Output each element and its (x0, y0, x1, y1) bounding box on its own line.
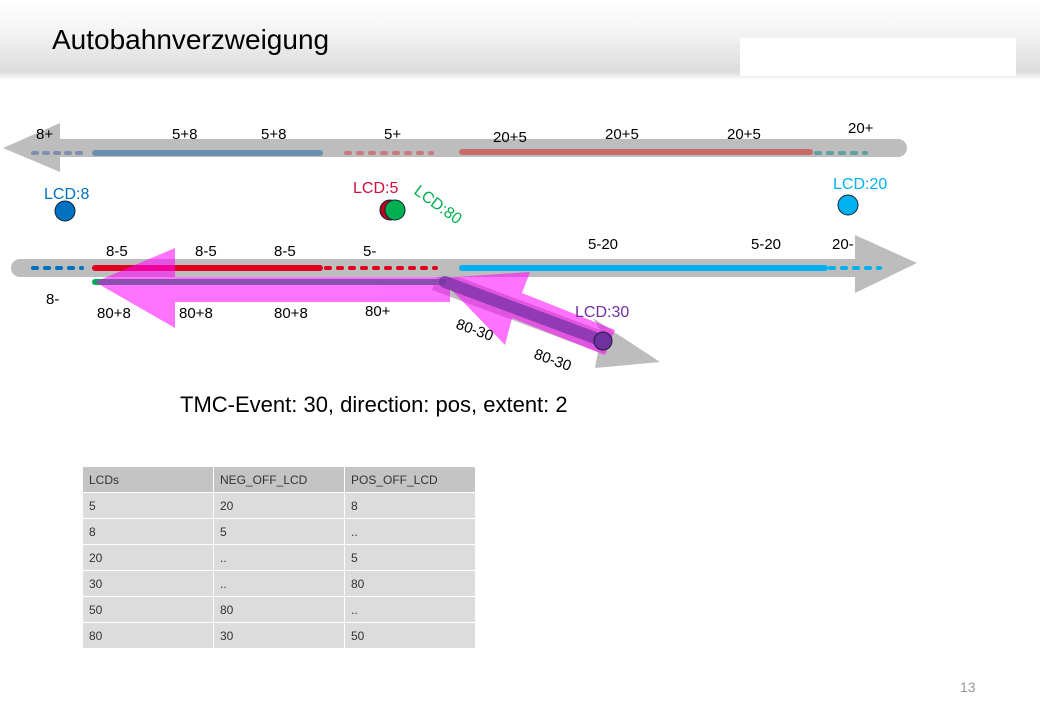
segment-label: 20+ (848, 120, 874, 137)
segment-label: 20+5 (493, 129, 527, 146)
lcd-point-20[interactable] (837, 194, 859, 216)
segment-label: 80+8 (274, 305, 308, 322)
cell: 80 (82, 622, 214, 649)
cell: 50 (82, 596, 214, 623)
cell: 20 (82, 544, 214, 571)
table-row: 20.. 5 (82, 544, 476, 571)
column-header: POS_OFF_LCD (344, 466, 476, 493)
lcd-point-30[interactable] (593, 331, 613, 351)
segment-label: 80+8 (97, 305, 131, 322)
segment-label: 5+8 (261, 126, 286, 143)
cell: 80 (344, 570, 476, 597)
segment-label: 8+ (36, 126, 53, 143)
segment-label: 8-5 (195, 243, 217, 260)
lcd-label: LCD:8 (44, 186, 89, 203)
cell: 8 (344, 492, 476, 519)
table-row: 50 80.. (82, 596, 476, 623)
table-row: 30.. 80 (82, 570, 476, 597)
highlight-arrow-main (95, 248, 450, 328)
lcd-label: LCD:5 (353, 180, 398, 197)
segment-label: 5- (363, 243, 376, 260)
event-caption: TMC-Event: 30, direction: pos, extent: 2 (180, 392, 568, 417)
cell: .. (344, 518, 476, 545)
cell: .. (213, 544, 345, 571)
lcd-point-8[interactable] (54, 200, 76, 222)
offset-table: LCDs NEG_OFF_LCD POS_OFF_LCD 5 20 8 8 5.. 2… (82, 466, 476, 649)
table-row: 5 20 8 (82, 492, 476, 519)
segment-label: 80+ (365, 303, 391, 320)
cell: 5 (213, 518, 345, 545)
column-header: NEG_OFF_LCD (213, 466, 345, 493)
segment-label: 20- (832, 236, 854, 253)
cell: .. (213, 570, 345, 597)
header-box (740, 38, 1016, 76)
lcd-point-80[interactable] (384, 199, 406, 221)
segment-label: 8-5 (274, 243, 296, 260)
column-header: LCDs (82, 466, 214, 493)
table-row: 8 5.. (82, 518, 476, 545)
segment-label: 80+8 (179, 305, 213, 322)
event-extent-line (439, 276, 609, 347)
cell: 30 (82, 570, 214, 597)
cell: 80 (213, 596, 345, 623)
ramp-label: 80-30 (532, 346, 574, 375)
cell: 20 (213, 492, 345, 519)
page-number: 13 (960, 679, 976, 695)
cell: 5 (344, 544, 476, 571)
top-road-labels: 8+ 5+8 5+8 5+ 20+5 20+5 20+5 20+ (36, 120, 874, 146)
table-header-row: LCDs NEG_OFF_LCD POS_OFF_LCD (82, 466, 476, 493)
segment-label: 5+8 (172, 126, 197, 143)
lcd-label: LCD:20 (833, 176, 887, 193)
top-road (3, 123, 907, 172)
segment-label: 5-20 (751, 236, 781, 253)
segment-label: 20+5 (605, 126, 639, 143)
cell: 5 (82, 492, 214, 519)
cell: 50 (344, 622, 476, 649)
lcd-label: LCD:30 (575, 304, 629, 321)
segment-label: 20+5 (727, 126, 761, 143)
lcd-label: LCD:80 (411, 182, 465, 228)
slide-title: Autobahnverzweigung (52, 24, 330, 55)
segment-label: 8- (46, 291, 59, 308)
cell: .. (344, 596, 476, 623)
cell: 30 (213, 622, 345, 649)
table-row: 80 30 50 (82, 622, 476, 649)
slide-header (0, 0, 1040, 80)
segment-label: 8-5 (106, 243, 128, 260)
segment-label: 5-20 (588, 236, 618, 253)
segment-label: 5+ (384, 126, 401, 143)
cell: 8 (82, 518, 214, 545)
